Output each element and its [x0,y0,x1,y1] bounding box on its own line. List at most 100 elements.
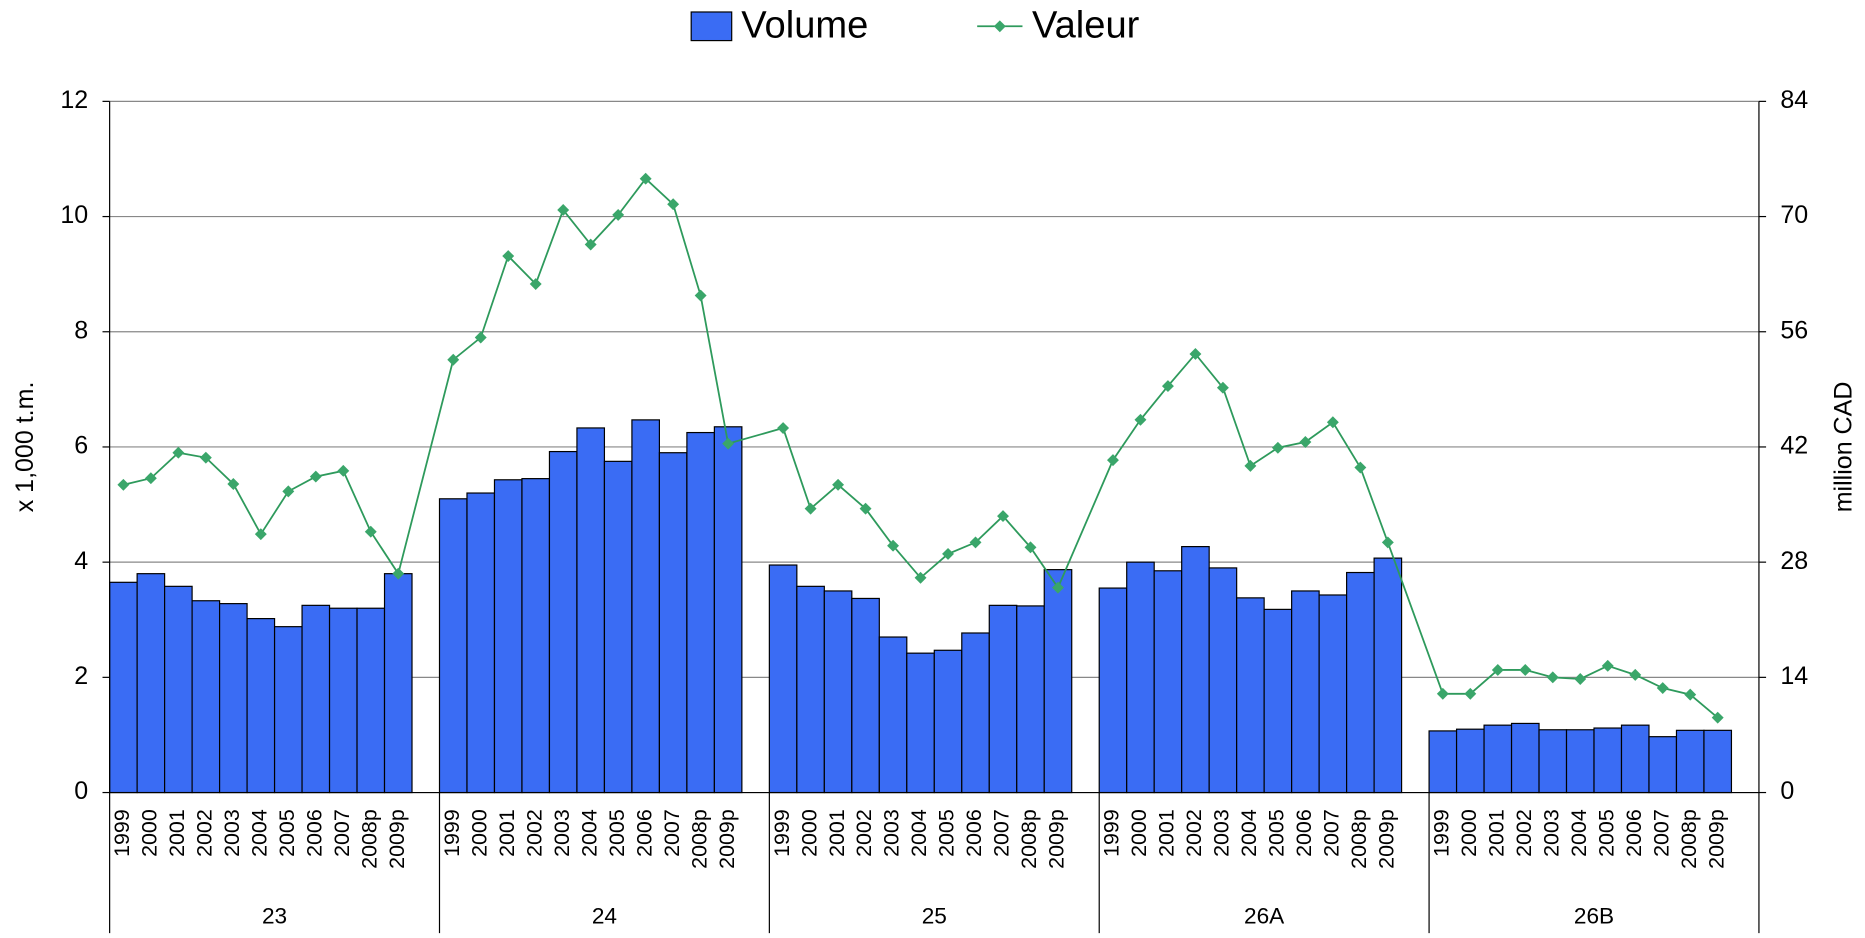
point [1107,454,1119,467]
x-tick-label: 2006 [632,809,656,857]
y-tick-label: 2 [74,662,88,690]
x-tick-label: 2004 [1567,809,1591,857]
bar [218,603,248,794]
point [942,547,954,560]
x-tick-label: 2004 [247,809,271,857]
y2-tick-label: 14 [1780,662,1808,690]
point [557,204,570,216]
bar [136,573,166,794]
bar [1263,608,1293,794]
point [1052,581,1064,594]
y2-tick-label: 0 [1780,777,1794,805]
x-tick-label: 1999 [440,809,464,857]
bar [1153,570,1183,794]
x-tick-label: 2001 [165,809,189,857]
x-tick-label: 2000 [1127,809,1151,857]
bar [1538,729,1568,794]
x-tick-label: 2008p [687,809,711,869]
x-tick-label: 2001 [1155,809,1179,857]
bar [1043,569,1073,794]
bar [961,632,990,794]
point [1519,663,1532,676]
x-tick-label: 2008p [357,809,381,869]
x-tick-label: 2009p [715,809,739,869]
bar [1208,567,1238,794]
y2-tick-label: 84 [1780,86,1808,114]
legend-label: Volume [741,4,868,47]
bar [1648,736,1678,794]
x-tick-label: 2007 [330,809,354,857]
bar [1373,557,1403,794]
bar [823,590,853,794]
x-tick-label: 1999 [770,809,794,857]
x-tick-label: 1999 [1429,809,1453,857]
bar [493,479,523,794]
point [804,502,817,515]
bar [1428,730,1458,794]
bar [301,604,331,794]
x-tick-label: 1999 [110,809,134,857]
x-tick-label: 2009p [385,809,409,869]
point [1491,663,1504,676]
x-tick-label: 2004 [907,809,931,857]
x-tick-label: 1999 [1100,809,1124,857]
x-tick-label: 2007 [990,809,1014,857]
x-tick-label: 2009p [1045,809,1069,869]
y-tick-label: 0 [74,777,88,805]
point [997,510,1009,523]
y-tick-label: 8 [74,316,88,344]
point [832,478,845,491]
y-tick-label: 6 [74,432,88,460]
point [1189,348,1202,360]
point [502,250,515,263]
point [282,485,295,498]
point [1656,682,1669,695]
bar [1455,728,1485,794]
legend-swatch [993,20,1006,33]
bar [686,431,715,794]
point [199,451,212,464]
legend-swatch [690,11,733,42]
point [667,198,680,211]
bar [246,618,276,794]
x-tick-label: 2003 [880,809,904,857]
x-tick-label: 2008p [1347,809,1371,869]
x-tick-label: 2001 [825,809,849,857]
bar [1675,729,1705,794]
bar [576,427,606,794]
point [859,502,872,515]
x-tick-label: 2003 [550,809,574,857]
group-label: 24 [592,904,617,929]
point [1024,541,1037,554]
x-tick-label: 2001 [1484,809,1508,857]
x-tick-label: 2005 [935,809,959,857]
point [392,567,405,580]
point [1546,671,1559,684]
bar [1483,724,1513,794]
x-tick-label: 2000 [797,809,821,857]
point [722,437,735,450]
bar [1703,729,1733,794]
point [969,536,982,549]
x-tick-label: 2007 [660,809,684,857]
bar [521,478,551,794]
x-tick-label: 2001 [495,809,519,857]
point [1299,436,1312,448]
bar [109,581,138,794]
y2-tick-label: 28 [1780,547,1808,575]
x-tick-label: 2002 [193,809,217,857]
point [474,331,487,344]
bar [906,652,935,794]
y-axis-label: x 1,000 t.m. [11,382,39,513]
x-tick-label: 2009p [1704,809,1728,869]
x-tick-label: 2006 [962,809,986,857]
bar [851,597,880,794]
bar [383,573,413,794]
x-tick-label: 2002 [852,809,876,857]
bar [1318,594,1348,794]
point [1436,687,1449,700]
point [914,571,927,584]
bar [1291,590,1320,794]
point [584,238,597,251]
